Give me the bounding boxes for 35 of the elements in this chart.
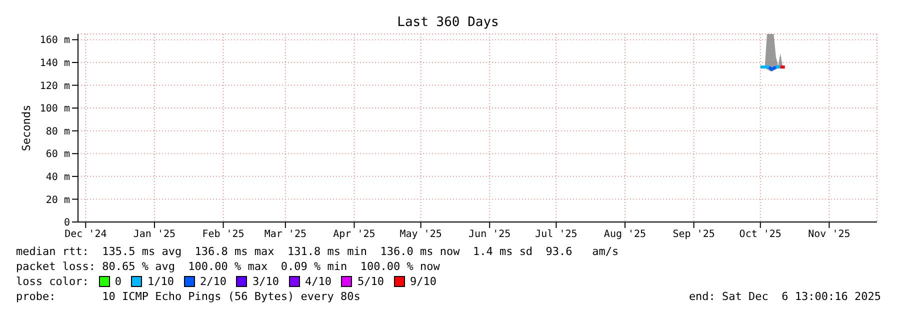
- y-tick-label: 120 m: [40, 80, 70, 92]
- chart-title: Last 360 Days: [397, 15, 499, 30]
- x-tick-label: Sep '25: [672, 229, 715, 240]
- x-tick-label: Jan '25: [133, 229, 176, 240]
- legend-label: 9/10: [410, 274, 436, 289]
- y-tick-label: 60 m: [46, 149, 70, 160]
- y-tick-label: 160 m: [40, 35, 70, 46]
- y-tick-label: 80 m: [46, 126, 70, 138]
- x-tick-label: Nov '25: [808, 229, 850, 240]
- x-tick-label: Mar '25: [264, 229, 307, 240]
- y-tick-label: 140 m: [40, 58, 70, 70]
- y-axis-title: Seconds: [20, 104, 33, 152]
- legend-label: 0: [114, 274, 122, 289]
- text: packet loss: 80.65 % avg 100.00 % max 0.09 % min 100.00 % now: [16, 259, 441, 274]
- text: probe: 10 ICMP Echo Pings (56 Bytes) every 80s: [16, 289, 360, 304]
- x-tick-label: Jun '25: [468, 229, 511, 240]
- x-tick-label: Dec '24: [64, 229, 107, 240]
- text: end: Sat Dec 6 13:00:16 2025: [688, 289, 881, 304]
- legend-label: 3/10: [252, 274, 279, 289]
- legend-label: 4/10: [304, 274, 332, 289]
- legend-label: 1/10: [147, 274, 174, 289]
- x-tick-label: Jul '25: [535, 229, 578, 240]
- y-tick-label: 100 m: [40, 104, 70, 115]
- x-tick-label: Oct '25: [739, 229, 782, 240]
- text: median rtt: 135.5 ms avg 136.8 ms max 131.8 ms min 136.0 ms now 1.4 ms sd 93.6 am/s: [16, 244, 620, 259]
- legend-label: 2/10: [200, 274, 226, 289]
- legend-title: loss color:: [16, 274, 89, 289]
- x-tick-label: Feb '25: [202, 229, 244, 240]
- x-tick-label: Aug '25: [604, 229, 646, 240]
- y-tick-label: 20 m: [46, 194, 70, 206]
- y-tick-label: 0: [64, 218, 70, 229]
- x-tick-label: May '25: [400, 229, 442, 240]
- legend-label: 5/10: [357, 274, 384, 289]
- y-tick-label: 40 m: [46, 172, 70, 183]
- x-tick-label: Apr '25: [333, 229, 376, 240]
